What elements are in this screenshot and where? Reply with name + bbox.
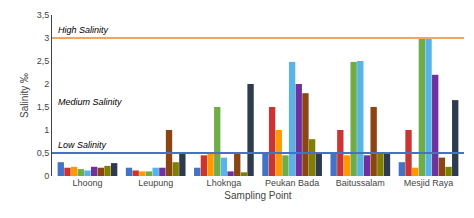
svg-text:2,5: 2,5 [37, 56, 50, 66]
svg-text:Leupung: Leupung [138, 178, 173, 188]
svg-text:Salinity ‰: Salinity ‰ [19, 73, 30, 118]
svg-text:High Salinity: High Salinity [58, 25, 109, 35]
svg-text:Baitussalam: Baitussalam [336, 178, 385, 188]
svg-text:Sampling Point: Sampling Point [224, 190, 291, 201]
svg-text:Lhoknga: Lhoknga [207, 178, 242, 188]
svg-text:Lhoong: Lhoong [72, 178, 102, 188]
svg-text:1: 1 [44, 125, 49, 135]
svg-text:Peukan Bada: Peukan Bada [265, 178, 319, 188]
svg-text:2: 2 [44, 79, 49, 89]
svg-text:Medium Salinity: Medium Salinity [58, 97, 122, 107]
svg-text:0: 0 [44, 171, 49, 181]
svg-text:Mesjid Raya: Mesjid Raya [404, 178, 454, 188]
svg-text:0,5: 0,5 [37, 148, 50, 158]
svg-text:3: 3 [44, 33, 49, 43]
svg-text:1,5: 1,5 [37, 102, 50, 112]
svg-text:3,5: 3,5 [37, 10, 50, 20]
svg-text:Low Salinity: Low Salinity [58, 140, 107, 150]
